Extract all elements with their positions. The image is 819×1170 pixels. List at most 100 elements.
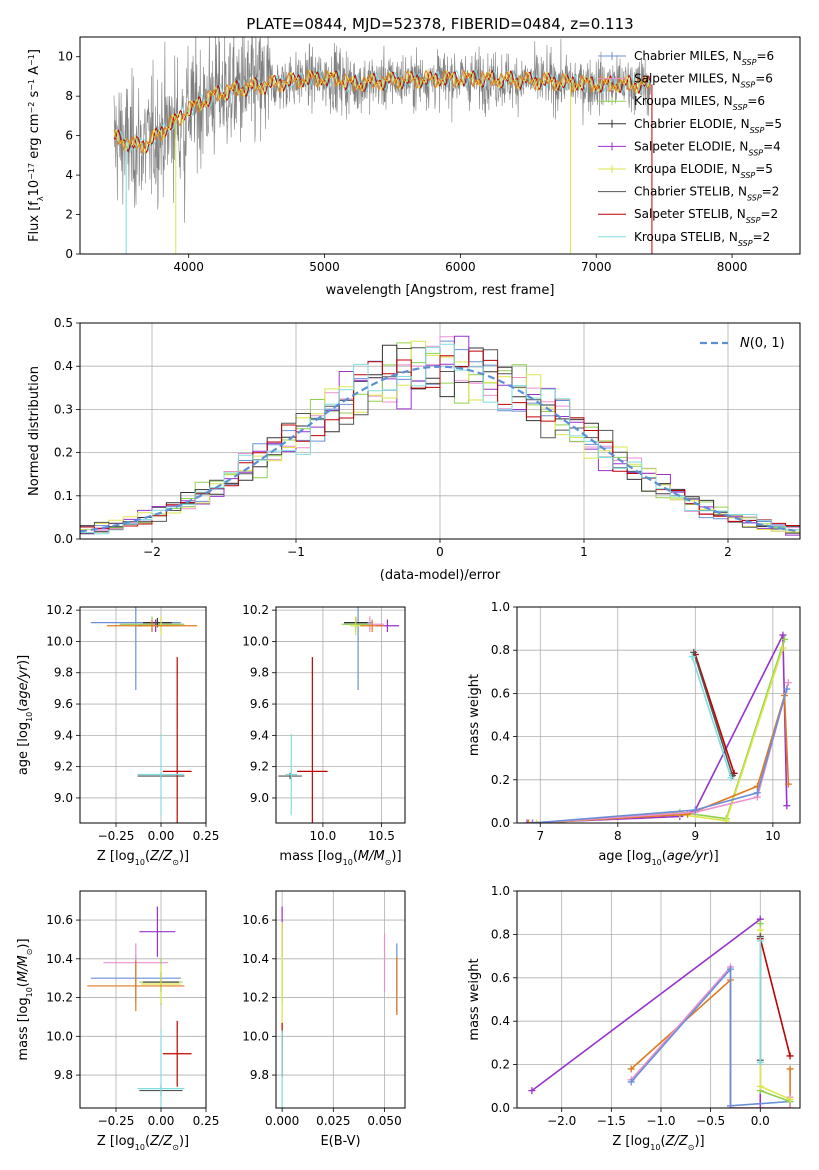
weight-marker [756, 937, 764, 945]
label-part: λ [36, 196, 45, 201]
age-z-frame [79, 606, 207, 824]
y-tick-label: 10.6 [242, 913, 269, 927]
weight-marker [690, 648, 698, 656]
label-part: N [740, 336, 750, 351]
label-part: E(B-V) [320, 1134, 360, 1149]
label-part: Chabrier MILES, N [634, 49, 742, 63]
mass_vs_Z-axes: −0.25 0.00 0.25 9.8 10.0 10.2 10.4 10.6 [46, 891, 219, 1128]
weight-age-ylabel: mass weight [467, 674, 482, 756]
label-part: Salpeter MILES, N [634, 72, 741, 86]
y-tick-label: 10.6 [46, 913, 73, 927]
weight-marker [627, 1078, 635, 1086]
label-part: mass [log [279, 849, 342, 864]
x-tick-label: −0.25 [98, 1114, 135, 1128]
label-part: ⊙ [688, 1143, 695, 1152]
label-part: M/M [16, 955, 31, 982]
weight-z-ylabel: mass weight [467, 958, 482, 1040]
weight-marker [627, 1065, 635, 1073]
x-tick-label: 0.25 [193, 1114, 220, 1128]
y-tick-label: 0.2 [491, 1058, 510, 1072]
y-tick-label: 0.0 [54, 532, 73, 546]
weight-line [630, 966, 791, 1107]
label-part: )] [709, 849, 719, 864]
weight-marker [786, 1104, 794, 1108]
label-part: Kroupa STELIB, N [634, 230, 738, 244]
weight-marker [779, 631, 787, 639]
label-part: 10 [27, 180, 42, 197]
weight-marker [784, 679, 792, 687]
weight-z-xlabel: Z [log10(Z/Z⊙)] [612, 1134, 704, 1152]
x-tick-label: 2 [724, 545, 732, 559]
weight-marker [523, 819, 531, 823]
y-tick-label: 8 [65, 89, 73, 103]
label-part: =5 [764, 117, 782, 131]
age-z-xlabel: Z [log10(Z/Z⊙)] [97, 849, 189, 867]
figure-title: PLATE=0844, MJD=52378, FIBERID=0484, z=0… [246, 15, 633, 33]
x-tick-label: 0.050 [367, 1114, 401, 1128]
y-tick-label: 9.2 [250, 760, 269, 774]
label-part: −17 [27, 163, 36, 180]
label-part: Flux [f [27, 201, 42, 242]
label-part: =5 [755, 162, 773, 176]
weight-marker [786, 1052, 794, 1060]
y-tick-label: 6 [65, 129, 73, 143]
legend-entry: N(0, 1) [740, 336, 785, 351]
label-part: ( [662, 849, 667, 864]
label-part: SSP [741, 80, 756, 89]
weight-marker [528, 1087, 536, 1095]
label-part: Salpeter STELIB, N [634, 207, 746, 221]
x-tick-label: 0.025 [316, 1114, 350, 1128]
label-part: SSP [733, 103, 748, 112]
x-tick-label: 8 [614, 829, 622, 843]
label-part: ] [27, 49, 42, 54]
x-tick-label: −2.0 [547, 1114, 576, 1128]
weight-line [691, 656, 732, 778]
label-part: =6 [747, 94, 765, 108]
y-tick-label: 9.0 [54, 791, 73, 805]
label-part: Z/Z [149, 849, 173, 864]
legend-entry: Chabrier STELIB, NSSP=2 [634, 185, 779, 203]
legend-entry: Salpeter ELODIE, NSSP=4 [634, 139, 781, 157]
weight-marker [722, 817, 730, 823]
label-part: −2 [27, 102, 36, 114]
label-part: Chabrier STELIB, N [634, 185, 747, 199]
weight-marker [726, 965, 734, 973]
weight-marker [756, 1082, 764, 1090]
weight-marker [783, 802, 791, 810]
label-part: Z [log [97, 1134, 135, 1149]
spectrum-axes: 4000 5000 6000 7000 8000 0 2 4 6 8 10 [58, 50, 748, 274]
weight-marker [783, 685, 791, 693]
legend-entry: Kroupa MILES, NSSP=6 [634, 94, 765, 112]
weight-line [759, 938, 791, 1057]
label-part: )] [391, 849, 401, 864]
y-tick-label: 0.4 [491, 730, 510, 744]
age-mass-xlabel: mass [log10(M/M⊙)] [279, 849, 401, 867]
y-tick-label: 10.0 [46, 1029, 73, 1043]
y-tick-label: 0.8 [491, 643, 510, 657]
y-tick-label: 0.5 [54, 316, 73, 330]
weight-age-frame [516, 606, 801, 824]
label-part: SSP [741, 171, 756, 180]
weight-line [532, 682, 790, 823]
legend-entry: Salpeter MILES, NSSP=6 [634, 72, 773, 90]
label-part: A [27, 66, 42, 79]
label-part: age [log [598, 849, 651, 864]
x-tick-label: 0.00 [148, 829, 175, 843]
y-tick-label: 0.3 [54, 402, 73, 416]
weight_vs_age-axes: 7 8 9 10 0.0 0.2 0.4 0.6 0.8 1.0 [491, 600, 800, 843]
weight-marker [756, 926, 764, 934]
x-tick-label: −2 [143, 545, 161, 559]
histogram-xlabel: (data-model)/error [380, 568, 501, 583]
weight-line [532, 688, 788, 823]
legend-entry: Chabrier ELODIE, NSSP=5 [634, 117, 782, 135]
label-part: ⊙ [385, 858, 392, 867]
x-tick-label: 4000 [173, 260, 204, 274]
y-tick-label: 10.4 [46, 952, 73, 966]
label-part: )] [179, 1134, 189, 1149]
label-part: )] [179, 849, 189, 864]
legend-entry: Chabrier MILES, NSSP=6 [634, 49, 774, 67]
y-tick-label: 0.2 [54, 446, 73, 460]
x-tick-label: −0.25 [98, 829, 135, 843]
label-part: ( [16, 707, 31, 712]
label-part: ( [145, 849, 150, 864]
